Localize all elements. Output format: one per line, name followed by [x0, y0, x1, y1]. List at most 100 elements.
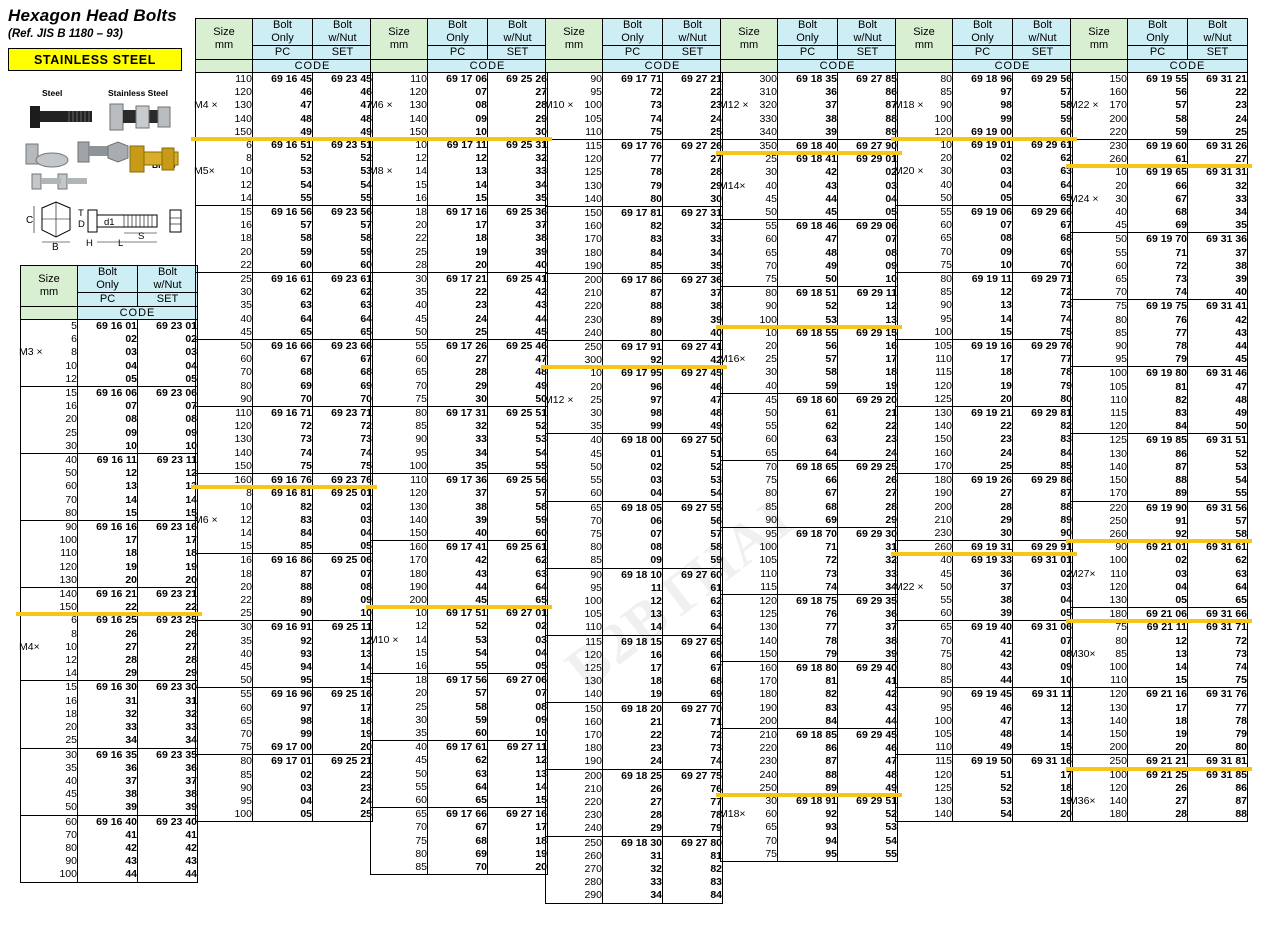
table-row: 180 43 63: [370, 567, 548, 581]
cell-size: 70: [895, 245, 953, 259]
thread-size-label: M24 ×: [1069, 192, 1099, 205]
header-bolt-only: Bolt Only: [952, 18, 1013, 46]
cell-size: 55: [895, 593, 953, 608]
cell-size: 80: [895, 660, 953, 675]
cell-set-code: 69 27 55: [662, 501, 723, 515]
cell-set-code: 37: [837, 621, 898, 635]
cell-pc-code: 22: [427, 286, 488, 300]
cell-set-code: 17: [837, 353, 898, 367]
cell-size: 20: [20, 413, 78, 427]
cell-set-code: 07: [487, 687, 548, 701]
cell-set-code: 18: [312, 714, 373, 728]
cell-pc-code: 65: [252, 325, 313, 341]
cell-size: 16: [370, 191, 428, 207]
cell-pc-code: 69 19 75: [1127, 299, 1188, 314]
table-row: 6 02 02: [20, 333, 198, 347]
cell-pc-code: 87: [777, 755, 838, 769]
table-row: M18 × 90 98 58: [894, 99, 1073, 113]
cell-set-code: 69 31 11: [1012, 687, 1073, 702]
table-row: 14 55 55: [195, 191, 373, 207]
cell-set-code: 69 27 41: [662, 340, 723, 355]
table-row: 120 51 17: [895, 768, 1073, 782]
cell-size: 25: [195, 607, 253, 622]
cell-size: 150: [370, 526, 428, 542]
cell-set-code: 69 25 16: [312, 687, 373, 702]
section-highlight-bar: [366, 137, 552, 142]
cell-set-code: 04: [837, 192, 898, 207]
table-row: 16 07 07: [20, 400, 198, 414]
cell-pc-code: 25: [427, 325, 488, 341]
cell-pc-code: 09: [952, 245, 1013, 259]
cell-size: 75: [895, 647, 953, 661]
table-row: 50 05 65: [895, 191, 1073, 207]
cell-pc-code: 78: [777, 634, 838, 648]
cell-set-code: 08: [312, 580, 373, 594]
table-row: 15 69 16 30 69 23 30: [20, 680, 198, 695]
cell-set-code: 67: [662, 661, 723, 676]
table-row: 45 44 04: [720, 192, 898, 207]
cell-set-code: 73: [312, 433, 373, 447]
cell-pc-code: 64: [252, 312, 313, 326]
cell-size: 10: [1070, 166, 1128, 180]
table-row: 8 52 52: [195, 152, 373, 166]
table-row: 85 32 52: [370, 420, 548, 434]
table-row: 70 06 56: [545, 514, 723, 528]
cell-pc-code: 69 18 10: [602, 568, 663, 582]
cell-set-code: 34: [837, 580, 898, 595]
table-row: 75 68 18: [370, 834, 548, 848]
cell-set-code: 03: [1012, 580, 1073, 594]
cell-set-code: 12: [137, 467, 198, 481]
table-row: 10 69 18 55 69 29 15: [720, 326, 898, 341]
table-row: 120 69 18 75 69 29 35: [720, 594, 898, 609]
cell-pc-code: 36: [952, 567, 1013, 581]
table-row: 120 19 79: [895, 379, 1073, 393]
cell-size: 85: [370, 860, 428, 876]
cell-set-code: 27: [487, 86, 548, 100]
cell-size: M12 × 320: [719, 99, 778, 113]
cell-size: 95: [545, 86, 603, 100]
cell-pc-code: 69 16 30: [77, 680, 138, 695]
table-row: 80 69 17 31 69 25 51: [370, 406, 548, 421]
cell-pc-code: 69 17 91: [602, 340, 663, 355]
cell-size: 85: [370, 420, 428, 434]
cell-pc-code: 69 18 91: [777, 794, 838, 809]
cell-set-code: 44: [487, 312, 548, 326]
table-row: 75 30 50: [370, 392, 548, 408]
cell-set-code: 69 29 35: [837, 594, 898, 609]
table-row: M8 × 14 13 33: [369, 165, 548, 179]
cell-set-code: 18: [837, 366, 898, 380]
cell-set-code: 05: [487, 659, 548, 675]
cell-size: 200: [1070, 112, 1128, 126]
cell-pc-code: 98: [602, 407, 663, 421]
cell-size: 120: [195, 86, 253, 100]
cell-set-code: 69 23 11: [137, 453, 198, 468]
svg-text:C: C: [26, 215, 33, 226]
cell-set-code: 69 27 21: [662, 72, 723, 87]
cell-pc-code: 89: [777, 781, 838, 795]
cell-pc-code: 69 18 41: [777, 153, 838, 167]
cell-size: 50: [20, 801, 78, 816]
cell-size: M10 × 100: [544, 99, 603, 113]
cell-pc-code: 70: [252, 392, 313, 408]
cell-size: 95: [370, 446, 428, 460]
cell-pc-code: 83: [602, 233, 663, 247]
table-row: 50 69 16 66 69 23 66: [195, 339, 373, 354]
cell-pc-code: 69 21 11: [1127, 621, 1188, 635]
cell-size: 310: [720, 86, 778, 100]
cell-size: 110: [195, 72, 253, 87]
cell-set-code: 59: [312, 245, 373, 259]
table-row: 70 68 68: [195, 366, 373, 380]
cell-set-code: 75: [1012, 325, 1073, 341]
cell-set-code: 69 31 71: [1187, 621, 1248, 635]
cell-size: 110: [1070, 674, 1128, 689]
cell-size: 30: [545, 407, 603, 421]
cell-pc-code: 76: [777, 608, 838, 622]
cell-pc-code: 97: [602, 393, 663, 408]
table-row: 40 93 13: [195, 647, 373, 661]
section-highlight-bar: [16, 612, 202, 617]
table-row: 70 74 40: [1070, 286, 1248, 301]
table-row: 10 69 19 65 69 31 31: [1070, 166, 1248, 180]
header-set: SET: [312, 45, 373, 60]
cell-set-code: 48: [662, 407, 723, 421]
cell-set-code: 87: [1012, 487, 1073, 501]
